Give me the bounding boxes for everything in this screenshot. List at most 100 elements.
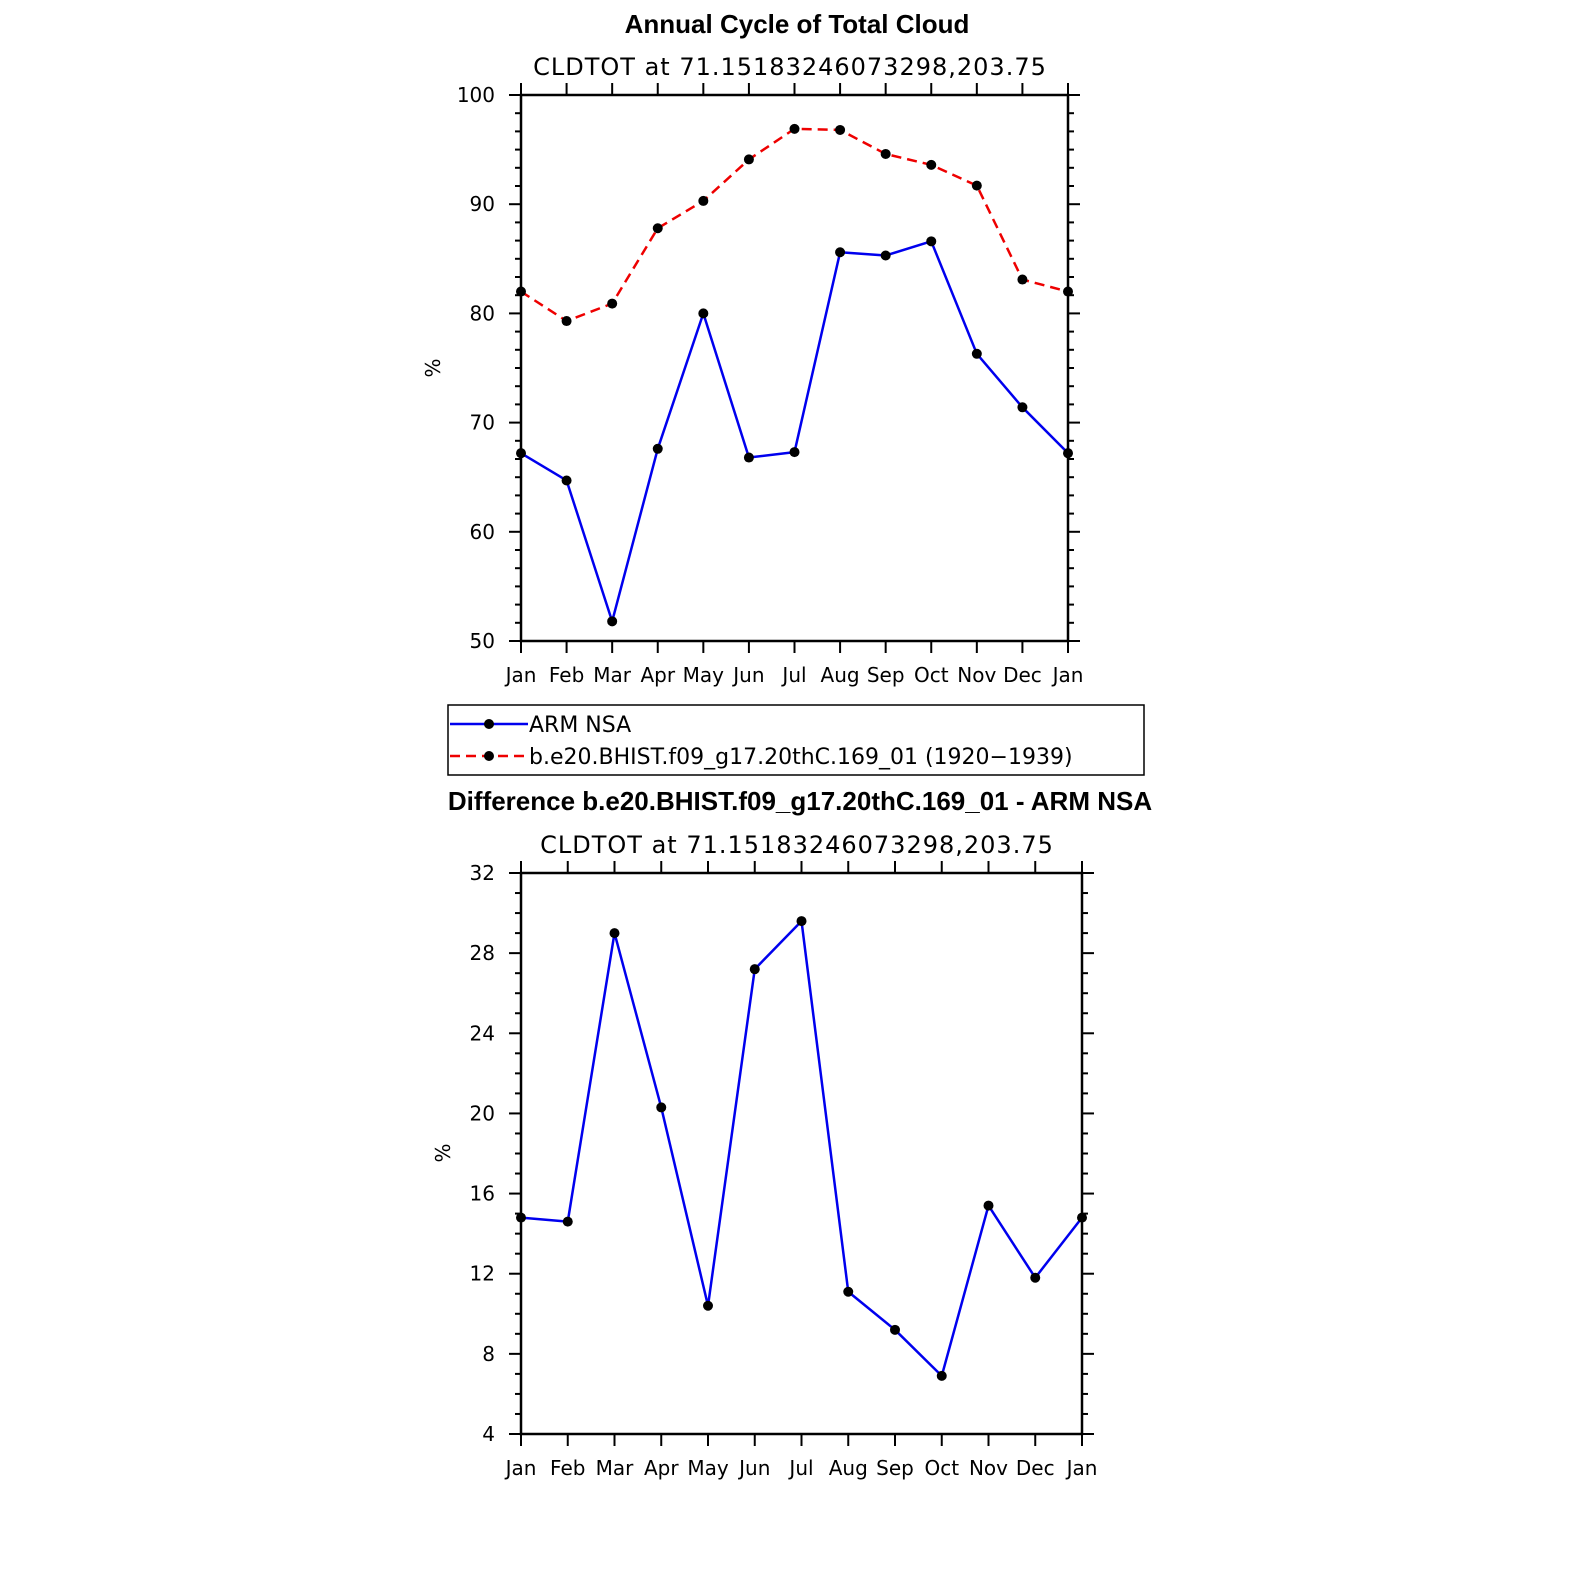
legend-marker-model bbox=[484, 751, 494, 761]
legend-label-model: b.e20.BHIST.f09_g17.20thC.169_01 (1920−1… bbox=[529, 745, 1073, 770]
y-tick-label: 80 bbox=[470, 301, 495, 325]
series-line-1 bbox=[520, 127, 1069, 323]
difference-chart: Difference b.e20.BHIST.f09_g17.20thC.169… bbox=[431, 786, 1152, 1480]
data-point bbox=[936, 1370, 947, 1381]
data-point bbox=[607, 298, 618, 309]
x-tick-label: Jan bbox=[1051, 663, 1084, 687]
x-tick-label: Nov bbox=[969, 1456, 1008, 1480]
series-line-0 bbox=[520, 240, 1069, 623]
data-point bbox=[926, 236, 937, 247]
data-point bbox=[1063, 448, 1073, 459]
x-tick-label: May bbox=[687, 1456, 729, 1480]
axes: 50 60 70 80 90 100 Jan Feb Mar Apr May Jun Jul Aug Sep… bbox=[457, 83, 1084, 687]
x-tick-label: Jul bbox=[780, 663, 806, 687]
x-tick-label: Aug bbox=[821, 663, 860, 687]
data-point bbox=[516, 286, 526, 297]
data-point bbox=[926, 159, 937, 170]
data-point bbox=[516, 448, 526, 459]
y-tick-label: 28 bbox=[470, 941, 495, 965]
y-tick-label: 8 bbox=[482, 1342, 495, 1366]
x-tick-label: Jun bbox=[737, 1456, 770, 1480]
x-tick-label: Aug bbox=[829, 1456, 868, 1480]
legend-box bbox=[447, 704, 1145, 776]
y-tick-label: 100 bbox=[457, 83, 495, 107]
data-point bbox=[1017, 402, 1028, 413]
chart-title: Difference b.e20.BHIST.f09_g17.20thC.169… bbox=[448, 786, 1152, 816]
data-point bbox=[562, 1216, 573, 1227]
chart-title: Annual Cycle of Total Cloud bbox=[625, 9, 970, 39]
y-tick-label: 20 bbox=[470, 1101, 495, 1125]
data-point bbox=[1077, 1212, 1087, 1223]
y-tick-label: 70 bbox=[470, 411, 495, 435]
y-tick-label: 60 bbox=[470, 520, 495, 544]
data-point bbox=[607, 616, 618, 627]
chart-subtitle: CLDTOT at 71.15183246073298,203.75 bbox=[533, 53, 1047, 81]
data-point bbox=[743, 154, 754, 165]
annual-cycle-chart: Annual Cycle of Total Cloud CLDTOT at 71… bbox=[421, 9, 1083, 687]
data-point bbox=[971, 348, 982, 359]
data-point bbox=[971, 180, 982, 191]
axes: 4 8 12 16 20 24 28 32 Jan Feb Mar Apr May Jun Jul Aug Se… bbox=[470, 861, 1098, 1480]
y-tick-label: 32 bbox=[470, 861, 495, 885]
x-tick-label: Oct bbox=[914, 663, 949, 687]
y-tick-label: 50 bbox=[470, 629, 495, 653]
data-point bbox=[843, 1286, 854, 1297]
data-point bbox=[749, 964, 760, 975]
data-point bbox=[561, 316, 572, 327]
data-point bbox=[609, 928, 620, 939]
data-point bbox=[796, 916, 807, 927]
x-tick-label: Jan bbox=[504, 663, 537, 687]
series-group bbox=[516, 916, 1087, 1381]
x-tick-label: Jun bbox=[731, 663, 764, 687]
y-tick-label: 90 bbox=[470, 192, 495, 216]
y-tick-label: 16 bbox=[470, 1182, 495, 1206]
y-axis-label: % bbox=[431, 1143, 455, 1162]
x-tick-label: Sep bbox=[867, 663, 905, 687]
y-tick-label: 12 bbox=[470, 1262, 495, 1286]
data-point bbox=[516, 1212, 526, 1223]
x-tick-label: May bbox=[683, 663, 725, 687]
x-tick-label: Jan bbox=[504, 1456, 537, 1480]
data-point bbox=[789, 447, 800, 458]
y-tick-label: 4 bbox=[482, 1422, 495, 1446]
data-point bbox=[656, 1102, 667, 1113]
data-point bbox=[698, 308, 709, 319]
data-point bbox=[835, 247, 846, 258]
chart-subtitle: CLDTOT at 71.15183246073298,203.75 bbox=[540, 831, 1054, 859]
data-point bbox=[698, 195, 709, 206]
y-tick-label: 24 bbox=[470, 1021, 495, 1045]
legend-label-obs: ARM NSA bbox=[529, 713, 631, 738]
x-tick-label: Feb bbox=[550, 1456, 585, 1480]
x-tick-label: Jul bbox=[787, 1456, 813, 1480]
x-tick-label: Dec bbox=[1016, 1456, 1055, 1480]
data-point bbox=[890, 1324, 900, 1335]
data-point bbox=[1030, 1272, 1041, 1283]
x-tick-label: Nov bbox=[957, 663, 996, 687]
x-tick-label: Jan bbox=[1065, 1456, 1098, 1480]
x-tick-label: Apr bbox=[640, 663, 675, 687]
plot-frame bbox=[519, 871, 1084, 1436]
x-tick-label: Apr bbox=[644, 1456, 679, 1480]
series-line-0 bbox=[520, 919, 1083, 1378]
x-tick-label: Dec bbox=[1003, 663, 1042, 687]
data-point bbox=[1017, 274, 1028, 285]
legend: ARM NSA b.e20.BHIST.f09_g17.20thC.169_01… bbox=[447, 704, 1145, 776]
data-point bbox=[880, 250, 891, 261]
y-axis-label: % bbox=[421, 358, 445, 377]
x-tick-label: Feb bbox=[549, 663, 584, 687]
legend-marker-obs bbox=[484, 719, 494, 729]
x-tick-label: Sep bbox=[876, 1456, 914, 1480]
plot-frame bbox=[519, 93, 1070, 643]
data-point bbox=[983, 1200, 994, 1211]
data-point bbox=[652, 443, 663, 454]
data-point bbox=[1063, 286, 1073, 297]
data-point bbox=[835, 124, 846, 135]
series-group bbox=[516, 123, 1073, 627]
x-tick-label: Oct bbox=[924, 1456, 959, 1480]
data-point bbox=[703, 1300, 713, 1311]
data-point bbox=[743, 452, 754, 463]
x-tick-label: Mar bbox=[593, 663, 632, 687]
data-point bbox=[652, 223, 663, 234]
data-point bbox=[561, 475, 572, 486]
